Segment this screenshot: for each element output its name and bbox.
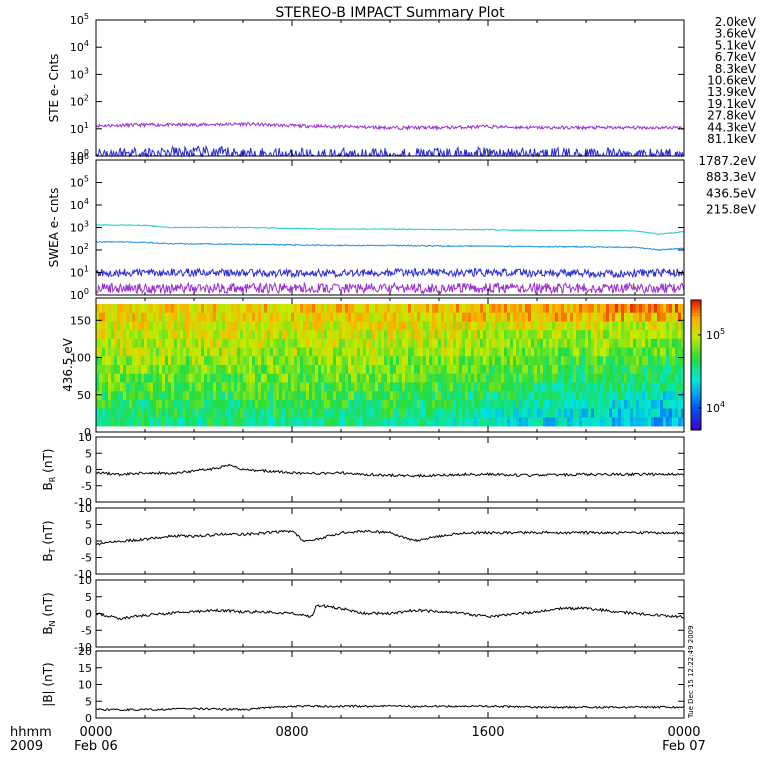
colorbar-tick-label: 104 — [706, 400, 725, 415]
mag-ylabel: BR (nT) — [41, 449, 57, 491]
legend-ste-entry: 8.3keV — [715, 62, 757, 76]
mag-ytick-label: -10 — [74, 496, 92, 509]
date-label: Feb 07 — [662, 739, 706, 754]
mag-ylabel: |B| (nT) — [41, 662, 55, 706]
mag-ytick-label: 10 — [78, 679, 92, 692]
mag-ytick-label: 20 — [78, 645, 92, 658]
legend-swea-entry: 1787.2eV — [698, 154, 756, 168]
mag-ytick-label: 0 — [85, 712, 92, 725]
mag-ytick-label: 5 — [85, 591, 92, 604]
mag-ytick-label: 15 — [78, 662, 92, 675]
pitch-ytick-label: 150 — [70, 314, 91, 327]
legend-ste-entry: 19.1keV — [707, 97, 757, 111]
swea-ylabel: SWEA e- cnts — [47, 188, 61, 268]
mag-ytick-label: 0 — [85, 535, 92, 548]
mag-ylabel: BT (nT) — [41, 520, 57, 561]
mag1-frame — [95, 507, 685, 575]
legend-ste-entry: 81.1keV — [707, 132, 757, 146]
time-tick-label: 0000 — [79, 725, 112, 740]
mag-ytick-label: -5 — [81, 480, 92, 493]
mag-ytick-label: -5 — [81, 624, 92, 637]
pitch-ytick-label: 100 — [70, 352, 91, 365]
mag-ytick-label: 10 — [78, 502, 92, 515]
pitch-ytick-label: 50 — [77, 389, 91, 402]
generation-timestamp: Tue Dec 15 12:22:49 2009 — [687, 625, 695, 719]
time-tick-label: 0000 — [667, 725, 700, 740]
panel-mag-1: -10 -5 0 5 10 BT (nT) — [41, 502, 685, 581]
colorbar-frame — [690, 299, 702, 431]
ste-ytick-label: 104 — [70, 39, 89, 54]
ste-ytick-label: 101 — [70, 121, 89, 136]
legend-swea-entry: 883.3eV — [706, 170, 757, 184]
mag0-frame — [95, 436, 685, 503]
time-axis-unit-label: hhmm — [10, 725, 52, 740]
mag-line — [95, 704, 685, 712]
ste-series-line — [95, 121, 685, 131]
colorbar: 104 105 — [690, 299, 725, 431]
legend-ste-entry: 27.8keV — [707, 109, 757, 123]
ste-frame — [95, 19, 685, 157]
pitch-ylabel: 436.5 eV — [61, 337, 75, 392]
ste-ytick-label: 105 — [70, 12, 89, 27]
heatmap-cells — [96, 303, 685, 427]
mag-ytick-label: 0 — [85, 608, 92, 621]
swea-ytick-label: 101 — [70, 265, 89, 280]
swea-ytick-label: 103 — [70, 220, 89, 235]
panel-ste: 100 101 102 103 104 105 STE e- Cnts — [47, 12, 685, 163]
plot-title: STEREO-B IMPACT Summary Plot — [275, 5, 505, 21]
ste-ylabel: STE e- Cnts — [47, 54, 61, 123]
swea-series-line — [96, 240, 685, 252]
pitch-ytick-label: 0 — [84, 426, 91, 439]
mag-ytick-label: 5 — [85, 447, 92, 460]
legend-ste-entry: 5.1keV — [715, 38, 757, 52]
mag-line — [95, 529, 685, 546]
ste-ytick-label: 102 — [70, 94, 89, 109]
mag2-frame — [95, 579, 685, 648]
year-label: 2009 — [10, 739, 43, 754]
panel-swea: 100 101 102 103 104 105 106 SWEA e- cnts — [47, 152, 685, 302]
mag-ytick-label: 0 — [85, 464, 92, 477]
mag-ytick-label: -10 — [74, 641, 92, 654]
date-label: Feb 06 — [74, 739, 118, 754]
legend-ste-entry: 44.3keV — [707, 120, 757, 134]
panel-mag-3: 0 5 10 15 20 |B| (nT) — [41, 645, 685, 725]
swea-ytick-label: 104 — [70, 197, 89, 212]
legend-ste-entry: 10.6keV — [707, 74, 757, 88]
mag-ytick-label: 10 — [78, 574, 92, 587]
ste-ytick-label: 100 — [70, 148, 89, 163]
legend: 2.0keV3.6keV5.1keV6.7keV8.3keV10.6keV13.… — [698, 15, 756, 217]
legend-ste-entry: 3.6keV — [715, 27, 757, 41]
mag-ytick-label: 10 — [78, 431, 92, 444]
swea-series-line — [95, 281, 685, 295]
colorbar-tick-label: 105 — [706, 327, 725, 342]
panel-mag-2: -10 -5 0 5 10 BN (nT) — [41, 574, 685, 654]
swea-ytick-label: 105 — [70, 175, 89, 190]
mag-ytick-label: -10 — [74, 568, 92, 581]
panel-pitch-angle: 0 50 100 150 436.5 eV 104 105 — [61, 297, 725, 439]
mag-ytick-label: 5 — [85, 519, 92, 532]
panel-mag-0: -10 -5 0 5 10 BR (nT) — [41, 431, 685, 509]
time-tick-label: 0800 — [275, 725, 308, 740]
legend-ste-entry: 2.0keV — [715, 15, 757, 29]
swea-ytick-label: 106 — [70, 152, 89, 167]
mag-ylabel: BN (nT) — [41, 592, 57, 634]
ste-ytick-label: 103 — [70, 66, 89, 81]
legend-swea-entry: 215.8eV — [706, 203, 757, 217]
legend-ste-entry: 13.9keV — [707, 85, 757, 99]
swea-ytick-label: 100 — [70, 287, 89, 302]
mag-line — [95, 604, 685, 621]
mag-ytick-label: -5 — [81, 552, 92, 565]
mag-ytick-label: 5 — [85, 695, 92, 708]
time-tick-label: 1600 — [471, 725, 504, 740]
legend-swea-entry: 436.5eV — [706, 186, 757, 200]
legend-ste-entry: 6.7keV — [715, 50, 757, 64]
swea-ytick-label: 102 — [70, 242, 89, 257]
swea-series-line — [95, 267, 685, 279]
mag-line — [95, 463, 685, 478]
swea-series-line — [96, 223, 685, 236]
